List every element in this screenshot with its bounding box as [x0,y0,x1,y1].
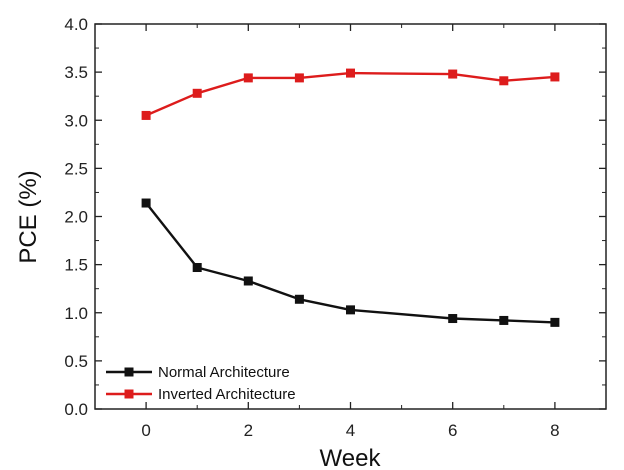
x-tick-label: 2 [244,421,253,440]
data-point [192,263,202,273]
data-point [550,72,560,82]
plot-area [94,23,607,410]
axis-ticks [94,23,607,410]
legend-label: Normal Architecture [158,364,290,381]
y-tick-label: 3.5 [64,63,88,82]
y-tick-label: 0.5 [64,352,88,371]
x-tick-label: 4 [346,421,355,440]
series-line [145,202,555,324]
legend-marker [124,389,134,399]
legend-item: Normal Architecture [106,364,290,381]
data-point [141,198,151,208]
y-tick-label: 0.0 [64,400,88,419]
y-tick-label: 1.5 [64,256,88,275]
data-point [346,305,355,315]
y-tick-label: 4.0 [64,15,88,34]
x-tick-label: 6 [448,421,457,440]
y-axis-title: PCE (%) [15,170,42,263]
y-tick-label: 3.0 [64,111,88,130]
data-point [294,294,304,304]
plot-frame [94,23,607,410]
legend-marker [124,367,134,377]
legend-item: Inverted Architecture [106,386,296,403]
series-line [145,71,555,117]
data-point [499,315,509,325]
data-point [294,73,304,83]
data-point [243,276,253,286]
data-series [141,68,560,327]
data-point [499,76,509,86]
legend-label: Inverted Architecture [158,386,296,403]
data-point [550,317,560,327]
y-tick-label: 2.5 [64,159,88,178]
data-point [192,88,202,98]
series-1 [141,68,560,120]
data-point [448,69,458,79]
x-axis-title: Week [320,445,382,470]
y-tick-label: 1.0 [64,304,88,323]
data-point [141,110,151,120]
x-tick-label: 8 [550,421,559,440]
data-point [448,314,458,324]
x-tick-label: 0 [141,421,150,440]
data-point [346,68,355,78]
series-0 [141,198,560,327]
legend: Normal Architecture Inverted Architecture [106,364,296,403]
y-tick-label: 2.0 [64,208,88,227]
data-point [243,73,253,83]
axis-tick-labels: 0.0 0.5 1.0 1.5 2.0 2.5 3.0 3.5 4.0 0 2 4 6 8 [64,15,559,440]
